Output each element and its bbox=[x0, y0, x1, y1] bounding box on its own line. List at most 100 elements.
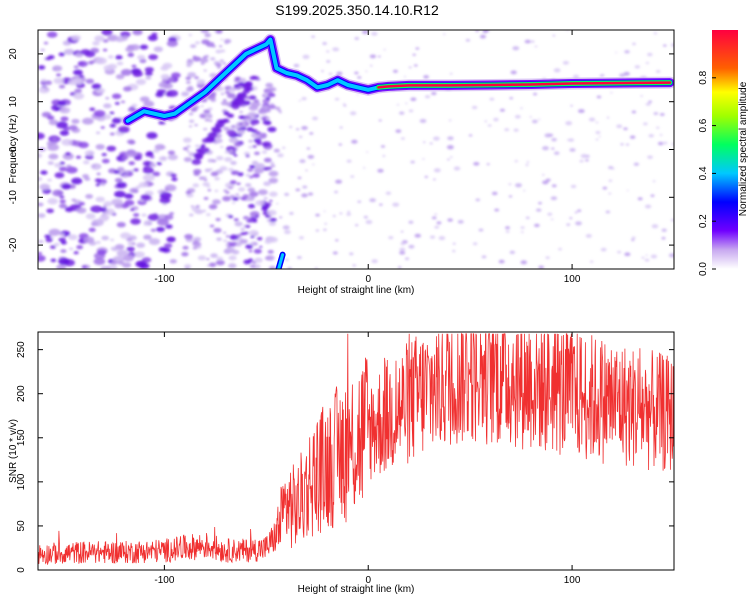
spectrogram-noise-blob bbox=[76, 207, 87, 214]
spectrogram-noise-blob bbox=[449, 72, 453, 75]
spectrogram-noise-blob bbox=[158, 121, 165, 125]
spectrogram-noise-blob bbox=[240, 232, 246, 236]
spectrogram-noise-blob bbox=[127, 241, 134, 246]
spectrogram-noise-blob bbox=[60, 240, 67, 245]
spectrogram-noise-blob bbox=[53, 77, 65, 84]
spectrogram-noise-blob bbox=[208, 119, 213, 122]
spectrogram-noise-blob bbox=[229, 194, 236, 199]
spectrogram-noise-blob bbox=[158, 156, 168, 162]
spectrogram-noise-blob bbox=[307, 192, 314, 196]
spectrogram-noise-blob bbox=[538, 265, 544, 269]
spectrogram-noise-blob bbox=[142, 174, 155, 182]
spectrogram-noise-blob bbox=[239, 239, 248, 244]
spectrogram-noise-blob bbox=[85, 78, 95, 84]
spectrogram-noise-blob bbox=[186, 150, 190, 153]
spectrogram-noise-blob bbox=[311, 35, 315, 38]
spectrogram-noise-blob bbox=[138, 181, 149, 188]
spectrogram-noise-blob bbox=[95, 183, 101, 187]
spectrogram-noise-blob bbox=[562, 61, 569, 65]
spectrogram-noise-blob bbox=[601, 74, 605, 77]
spectrogram-noise-blob bbox=[395, 129, 402, 133]
spectrogram-noise-blob bbox=[289, 126, 293, 128]
spectrogram-noise-blob bbox=[447, 218, 453, 222]
spectrogram-noise-blob bbox=[297, 176, 302, 179]
spectrogram-noise-blob bbox=[534, 45, 538, 48]
spectrogram-noise-blob bbox=[354, 37, 360, 40]
spectrogram-noise-blob bbox=[183, 157, 192, 162]
spectrogram-noise-blob bbox=[58, 166, 68, 172]
spectrogram-x-ticks: -100 0 100 bbox=[154, 30, 581, 285]
spectrogram-noise-blob bbox=[551, 147, 555, 150]
spectrogram-noise-blob bbox=[73, 251, 79, 255]
spectrogram-noise-blob bbox=[269, 217, 277, 223]
spectrogram-noise-blob bbox=[225, 247, 236, 254]
spectrogram-noise-blob bbox=[577, 209, 582, 212]
spectrogram-noise-blob bbox=[131, 103, 138, 108]
spectrogram-noise-blob bbox=[657, 141, 664, 146]
spectrogram-noise-blob bbox=[254, 151, 260, 156]
spectrogram-noise-blob bbox=[596, 95, 602, 99]
spectrogram-noise-blob bbox=[493, 117, 499, 122]
spectrogram-noise-blob bbox=[167, 154, 178, 161]
spectrogram-noise-blob bbox=[90, 205, 103, 213]
spectrogram-noise-blob bbox=[215, 217, 221, 222]
spectrogram-noise-blob bbox=[191, 159, 202, 165]
spectrogram-noise-blob bbox=[647, 52, 653, 57]
snr-x-tick-label: 0 bbox=[365, 575, 371, 586]
spectrogram-noise-blob bbox=[94, 178, 102, 183]
spectrogram-noise-blob bbox=[182, 245, 189, 250]
spectrogram-noise-blob bbox=[382, 155, 386, 157]
spectrogram-noise-blob bbox=[148, 238, 161, 245]
spectrogram-noise-blob bbox=[77, 60, 88, 67]
spectrogram-noise-blob bbox=[240, 228, 245, 231]
spectrogram-noise-blob bbox=[552, 34, 556, 37]
spectrogram-noise-blob bbox=[589, 260, 594, 263]
spectrogram-noise-blob bbox=[185, 190, 192, 195]
spectrogram-noise-blob bbox=[192, 55, 197, 58]
spectrogram-noise-blob bbox=[523, 190, 526, 192]
spectrogram-noise-blob bbox=[268, 170, 279, 177]
spectrogram-noise-blob bbox=[551, 184, 557, 188]
spectrogram-noise-blob bbox=[659, 134, 663, 136]
spectrogram-noise-blob bbox=[537, 118, 541, 121]
spectrogram-noise-blob bbox=[206, 258, 210, 261]
spectrogram-noise-blob bbox=[400, 137, 405, 140]
spectrogram-noise-blob bbox=[508, 195, 513, 198]
spectrogram-noise-blob bbox=[388, 236, 394, 240]
spectrogram-noise-blob bbox=[346, 159, 352, 163]
spectrogram-noise-blob bbox=[650, 194, 655, 197]
spectrogram-noise-blob bbox=[293, 63, 300, 68]
spectrogram-noise-blob bbox=[588, 117, 596, 122]
spectrogram-y-tick-label: 20 bbox=[8, 48, 19, 60]
spectrogram-y-tick-label: -10 bbox=[8, 190, 19, 205]
spectrogram-noise-blob bbox=[165, 224, 173, 229]
spectrogram-noise-blob bbox=[212, 199, 221, 205]
colorbar-gradient bbox=[712, 30, 738, 269]
spectrogram-noise-blob bbox=[258, 108, 268, 115]
spectrogram-noise-blob bbox=[47, 161, 54, 165]
spectrogram-noise-blob bbox=[101, 158, 110, 164]
spectrogram-noise-blob bbox=[120, 100, 126, 104]
snr-y-tick-label: 50 bbox=[16, 520, 27, 532]
spectrogram-noise-blob bbox=[255, 163, 266, 170]
spectrogram-noise-blob bbox=[224, 157, 233, 162]
spectrogram-noise-blob bbox=[145, 71, 153, 76]
spectrogram-noise-blob bbox=[498, 259, 505, 264]
spectrogram-noise-blob bbox=[150, 228, 157, 232]
spectrogram-noise-blob bbox=[339, 126, 343, 129]
spectrogram-noise-blob bbox=[223, 239, 228, 243]
spectrogram-ylabel: Frequency (Hz) bbox=[8, 115, 19, 184]
spectrogram-noise-blob bbox=[95, 57, 107, 65]
spectrogram-noise-blob bbox=[265, 203, 271, 206]
snr-y-tick-label: 250 bbox=[16, 341, 27, 358]
spectrogram-noise-blob bbox=[578, 109, 585, 114]
spectrogram-noise-blob bbox=[204, 168, 211, 173]
spectrogram-noise-blob bbox=[89, 107, 96, 112]
spectrogram-noise-blob bbox=[671, 142, 674, 145]
spectrogram-noise-blob bbox=[236, 101, 244, 107]
spectrogram-noise-blob bbox=[208, 204, 218, 210]
spectrogram-noise-blob bbox=[580, 154, 588, 159]
spectrogram-noise-blob bbox=[637, 197, 643, 201]
spectrogram-noise-blob bbox=[399, 247, 406, 252]
spectrogram-noise-blob bbox=[136, 185, 142, 189]
